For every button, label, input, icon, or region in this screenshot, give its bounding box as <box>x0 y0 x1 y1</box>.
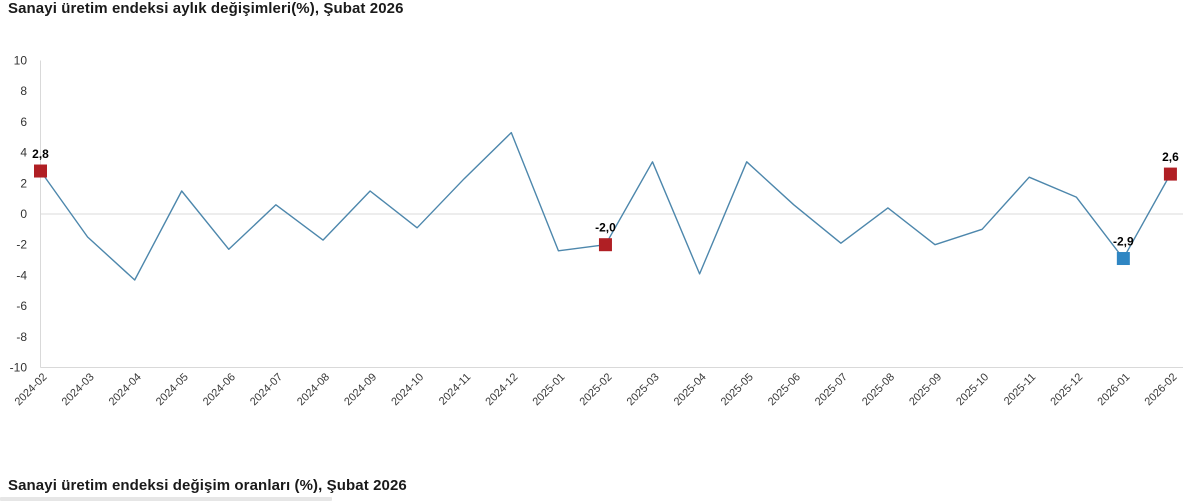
monthly-change-line-chart: 10 8 6 4 2 0 -2 -4 -6 -8 -10 2024-02 2024-03 2024-04 2… <box>10 54 1183 408</box>
data-label-2026-02: 2,6 <box>1162 150 1179 164</box>
x-axis-tick-label: 2025-04 <box>672 371 709 408</box>
x-axis-tick-label: 2025-10 <box>954 371 991 408</box>
y-axis-tick-label: -2 <box>16 238 27 252</box>
x-axis-tick-label: 2024-04 <box>107 371 144 408</box>
x-axis-tick-label: 2024-09 <box>342 371 379 408</box>
y-axis-tick-label: 10 <box>14 54 28 68</box>
x-axis-tick-label: 2024-03 <box>60 371 97 408</box>
x-axis-tick-label: 2026-01 <box>1095 371 1132 408</box>
x-axis-tick-label: 2024-05 <box>154 371 191 408</box>
data-label-2024-02: 2,8 <box>32 147 49 161</box>
y-axis-tick-label: -10 <box>10 361 28 375</box>
x-axis-tick-label: 2025-11 <box>1002 371 1038 407</box>
highlight-marker-2026-01 <box>1116 252 1130 266</box>
y-axis-tick-label: -8 <box>16 330 27 344</box>
highlight-marker-2026-02 <box>1163 167 1177 181</box>
y-axis-tick-label: 4 <box>20 146 27 160</box>
x-axis-tick-label: 2025-05 <box>719 371 756 408</box>
bottom-section-title: Sanayi üretim endeksi değişim oranları (… <box>8 477 407 494</box>
x-axis-tick-label: 2024-08 <box>295 371 332 408</box>
y-axis-tick-label: -6 <box>16 299 27 313</box>
x-axis-tick-label: 2024-02 <box>13 371 50 408</box>
x-axis-tick-label: 2025-02 <box>578 371 615 408</box>
highlight-marker-2024-02 <box>34 164 47 178</box>
y-axis-tick-label: 6 <box>20 115 27 129</box>
x-axis-tick-label: 2025-06 <box>766 371 803 408</box>
y-axis-tick-label: -4 <box>16 268 27 282</box>
highlight-marker-2025-02 <box>598 238 612 252</box>
y-axis-tick-label: 0 <box>20 207 27 221</box>
data-label-2026-01: -2,9 <box>1113 235 1134 249</box>
x-axis-tick-label: 2026-02 <box>1143 371 1180 408</box>
x-axis-tick-label: 2024-07 <box>248 371 285 408</box>
y-axis-tick-label: 8 <box>20 84 27 98</box>
y-axis-tick-label: 2 <box>20 176 27 190</box>
x-axis-tick-label: 2025-08 <box>860 371 897 408</box>
chart-title: Sanayi üretim endeksi aylık değişimleri(… <box>8 0 404 17</box>
x-axis-tick-label: 2024-11 <box>437 371 473 407</box>
x-axis-tick-label: 2024-06 <box>201 371 238 408</box>
x-axis-tick-label: 2024-12 <box>483 371 520 408</box>
x-axis-tick-label: 2024-10 <box>389 371 426 408</box>
x-axis-tick-label: 2025-09 <box>907 371 944 408</box>
x-axis-tick-label: 2025-12 <box>1048 371 1085 408</box>
data-label-2025-02: -2,0 <box>595 221 616 235</box>
x-axis-tick-label: 2025-01 <box>530 371 567 408</box>
cutoff-table-top-edge <box>0 497 332 501</box>
series-line <box>39 131 1172 281</box>
x-axis-tick-label: 2025-07 <box>813 371 850 408</box>
x-axis-tick-label: 2025-03 <box>625 371 662 408</box>
